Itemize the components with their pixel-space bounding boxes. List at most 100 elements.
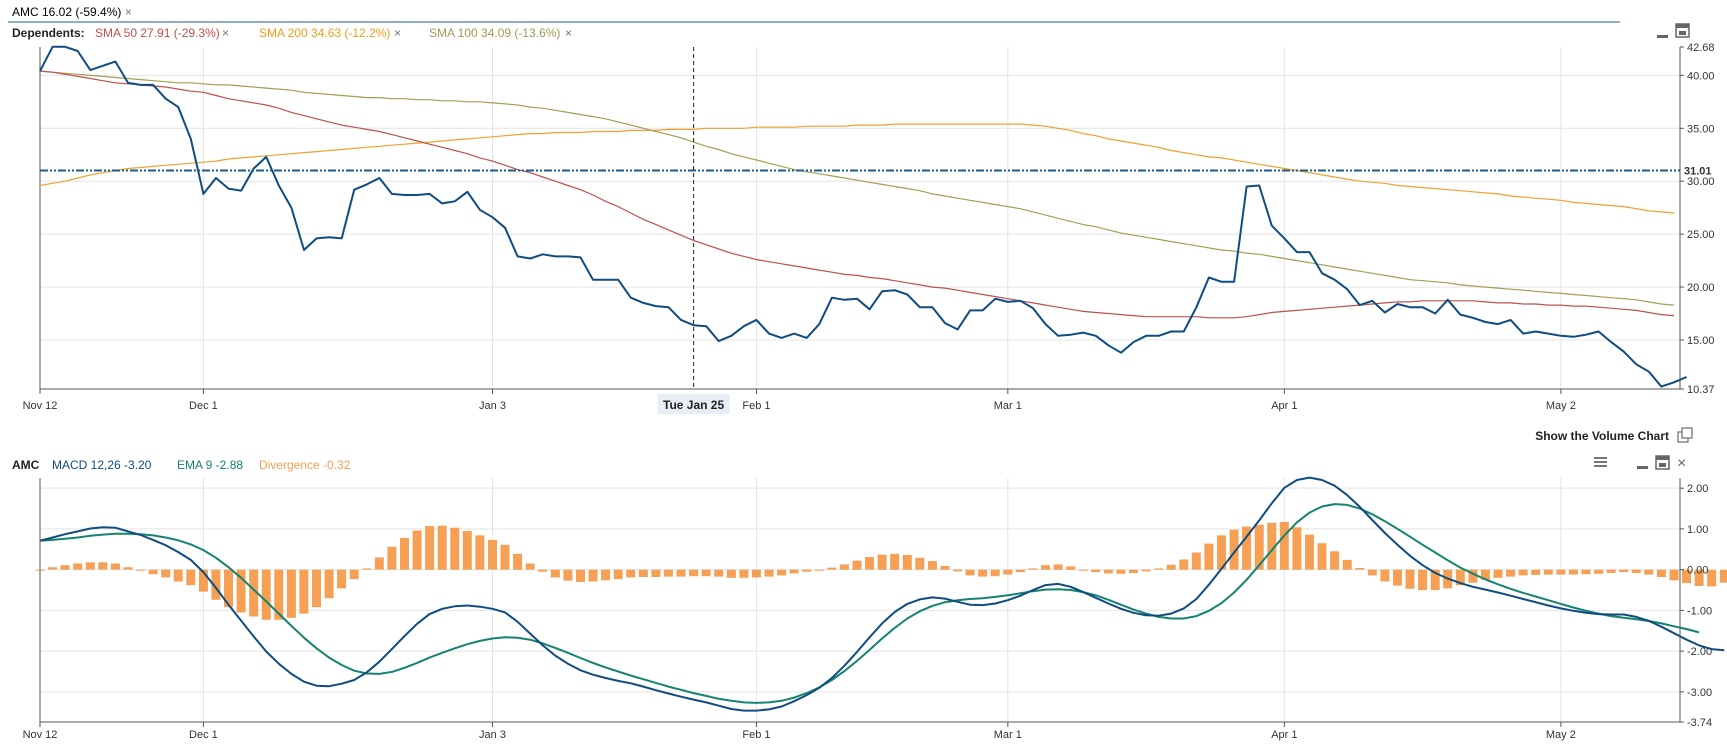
divergence-bar xyxy=(588,569,598,582)
divergence-bar xyxy=(362,568,372,570)
price-y-axis: 42.68 40.00 35.00 30.00 25.00 20.00 15.00 10.37 xyxy=(1680,42,1715,396)
macd-plot-area[interactable] xyxy=(40,478,1680,722)
crosshair-date-label: Tue Jan 25 xyxy=(663,398,724,412)
crosshair-date-box xyxy=(657,394,730,414)
divergence-bar xyxy=(638,569,648,577)
macd-menu-icon[interactable] xyxy=(1594,457,1607,467)
divergence-bar xyxy=(1066,566,1076,570)
divergence-bar xyxy=(1229,529,1239,570)
divergence-bar xyxy=(412,530,422,570)
divergence-bar xyxy=(349,569,359,580)
price-plot-area[interactable] xyxy=(40,47,1680,389)
divergence-bar xyxy=(877,554,887,570)
price-y-tick-label: 42.68 xyxy=(1687,42,1715,54)
divergence-bar xyxy=(1305,534,1314,570)
divergence-bar xyxy=(1367,569,1377,576)
divergence-bar xyxy=(1393,569,1402,586)
macd-maximize-icon[interactable] xyxy=(1655,455,1670,470)
divergence-bar xyxy=(400,537,409,570)
divergence-bar xyxy=(1254,524,1264,570)
divergence-bar xyxy=(1380,569,1390,582)
divergence-bar xyxy=(1279,522,1289,570)
divergence-bar xyxy=(789,569,799,574)
divergence-bar xyxy=(1531,569,1541,575)
series-line-ema xyxy=(39,503,1700,704)
macd-legend-item[interactable]: EMA 9 -2.88 xyxy=(177,458,243,472)
macd-legend-item[interactable]: MACD 12,26 -3.20 xyxy=(52,458,152,472)
divergence-bar xyxy=(613,569,623,580)
divergence-bar xyxy=(1204,543,1214,570)
divergence-bar xyxy=(965,569,975,576)
macd-close-icon[interactable]: × xyxy=(1677,455,1686,472)
price-maximize-icon[interactable] xyxy=(1675,23,1690,38)
divergence-bar xyxy=(626,569,636,578)
volume-chart-icon[interactable] xyxy=(1677,427,1693,443)
divergence-bar xyxy=(777,569,787,576)
dependent-sma200-close-icon[interactable]: × xyxy=(394,26,401,40)
price-minimize-icon[interactable] xyxy=(1657,35,1668,38)
divergence-bar xyxy=(576,569,585,582)
divergence-bar xyxy=(1719,569,1727,583)
divergence-bar xyxy=(236,569,246,613)
divergence-bar xyxy=(990,569,1000,577)
divergence-bar xyxy=(198,569,208,592)
macd-legend-item[interactable]: Divergence -0.32 xyxy=(259,458,351,472)
divergence-bar xyxy=(1480,569,1490,580)
divergence-bar xyxy=(1493,569,1503,578)
divergence-bar xyxy=(689,569,699,577)
divergence-bar xyxy=(1116,569,1126,574)
divergence-bar xyxy=(739,569,749,578)
divergence-bar xyxy=(1644,569,1654,575)
divergence-bar xyxy=(1041,565,1050,570)
macd-y-tick-label: -3.00 xyxy=(1687,687,1712,699)
divergence-bar xyxy=(450,527,460,570)
main-series-label[interactable]: AMC 16.02 (-59.4%) xyxy=(12,5,121,19)
divergence-bar xyxy=(1468,569,1478,583)
macd-minimize-icon[interactable] xyxy=(1637,466,1648,469)
macd-legend: AMC MACD 12,26 -3.20 EMA 9 -2.88 Divergence… xyxy=(12,458,351,472)
divergence-bar xyxy=(1594,569,1604,574)
price-x-tick-label: Feb 1 xyxy=(742,400,770,412)
divergence-bar xyxy=(751,569,761,578)
divergence-bar xyxy=(224,569,233,608)
macd-x-tick-label: Dec 1 xyxy=(189,729,218,741)
divergence-bar xyxy=(1217,535,1226,570)
divergence-bar xyxy=(1619,569,1629,573)
divergence-bar xyxy=(123,567,133,570)
divergence-bar xyxy=(488,539,497,570)
divergence-bar xyxy=(1015,569,1025,573)
main-series-close-icon[interactable]: × xyxy=(125,5,132,19)
dependent-sma100-label[interactable]: SMA 100 34.09 (-13.6%) xyxy=(429,26,560,40)
divergence-bar xyxy=(1028,568,1038,570)
price-reference-line: 31.01 xyxy=(40,166,1712,178)
show-volume-chart-link[interactable]: Show the Volume Chart xyxy=(1535,429,1669,443)
divergence-bar xyxy=(1568,569,1578,575)
price-y-tick-label: 30.00 xyxy=(1687,176,1715,188)
divergence-bar xyxy=(1418,569,1428,591)
macd-x-tick-label: Apr 1 xyxy=(1271,729,1297,741)
dependent-sma50-close-icon[interactable]: × xyxy=(222,26,229,40)
price-x-tick-label: Dec 1 xyxy=(189,400,218,412)
price-y-tick-label: 15.00 xyxy=(1687,335,1715,347)
dependent-sma200-label[interactable]: SMA 200 34.63 (-12.2%) xyxy=(259,26,390,40)
divergence-bar xyxy=(274,569,284,620)
macd-x-tick-label: Nov 12 xyxy=(23,729,58,741)
dependent-sma50-label[interactable]: SMA 50 27.91 (-29.3%) xyxy=(95,26,220,40)
divergence-bar xyxy=(1430,569,1440,591)
macd-series xyxy=(39,476,1725,712)
dependent-sma100-close-icon[interactable]: × xyxy=(565,26,572,40)
divergence-bar xyxy=(173,569,183,582)
price-x-tick-label: Nov 12 xyxy=(23,400,58,412)
macd-x-axis: Nov 12 Dec 1 Jan 3 Feb 1 Mar 1 Apr 1 May 2 xyxy=(23,722,1576,741)
divergence-bar xyxy=(98,562,108,570)
divergence-bar xyxy=(1455,569,1465,586)
macd-y-tick-label: 2.00 xyxy=(1687,483,1708,495)
divergence-bar xyxy=(462,531,472,570)
series-line-price xyxy=(39,45,1687,388)
divergence-bar xyxy=(1078,569,1088,571)
divergence-bar xyxy=(839,564,849,570)
divergence-bar xyxy=(852,560,862,570)
divergence-bar xyxy=(953,569,962,572)
divergence-bar xyxy=(1053,564,1063,570)
